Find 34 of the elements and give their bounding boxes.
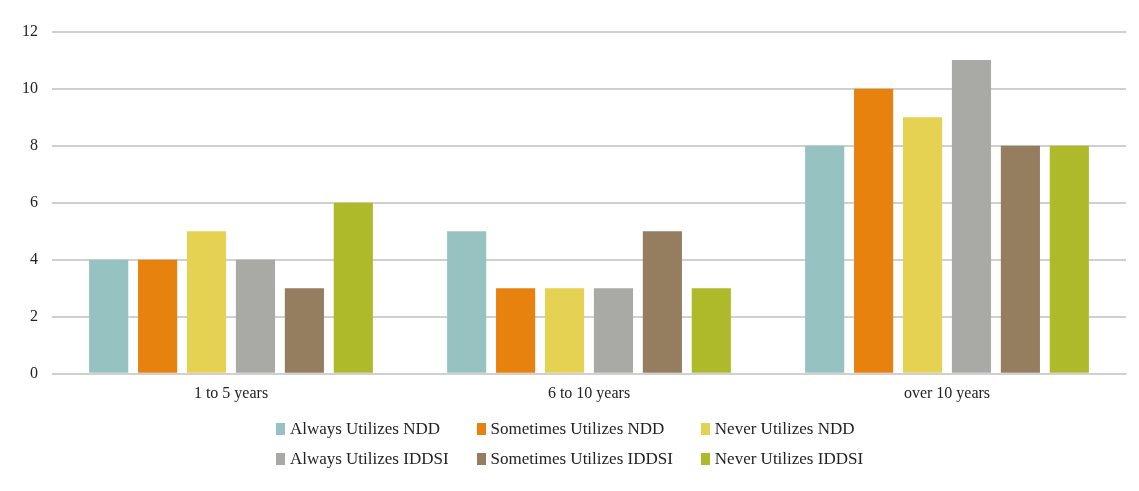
bar [1049, 145, 1089, 373]
y-tick-label: 8 [30, 135, 38, 153]
bar [642, 231, 682, 373]
bar [333, 202, 373, 373]
y-tick-label: 10 [22, 78, 38, 96]
bar [951, 60, 992, 373]
legend-label: Sometimes Utilizes NDD [490, 419, 665, 439]
x-tick-label: over 10 years [903, 383, 991, 402]
y-tick-label: 6 [30, 192, 38, 210]
bar [284, 288, 324, 373]
y-tick-label: 2 [30, 306, 38, 324]
bar [447, 231, 487, 373]
bar [496, 288, 536, 373]
bar [544, 288, 585, 373]
legend-label: Always Utilizes NDD [289, 419, 441, 439]
bar [691, 288, 731, 373]
bar [235, 259, 276, 373]
bar [138, 259, 178, 373]
legend-label: Always Utilizes IDDSI [289, 449, 449, 469]
x-tick-label: 6 to 10 years [547, 383, 631, 402]
y-tick-label: 0 [30, 364, 38, 381]
legend-label: Never Utilizes NDD [714, 419, 855, 439]
bar [186, 231, 227, 373]
legend-label: Never Utilizes IDDSI [714, 449, 864, 469]
bar [1000, 145, 1040, 373]
bar [89, 259, 129, 373]
bar [805, 145, 845, 373]
legend-label: Sometimes Utilizes IDDSI [490, 449, 673, 469]
bar [593, 288, 634, 373]
bar [902, 117, 943, 373]
y-tick-label: 12 [22, 21, 38, 39]
y-tick-label: 4 [30, 249, 38, 267]
bar [854, 88, 894, 373]
x-tick-label: 1 to 5 years [193, 383, 269, 402]
